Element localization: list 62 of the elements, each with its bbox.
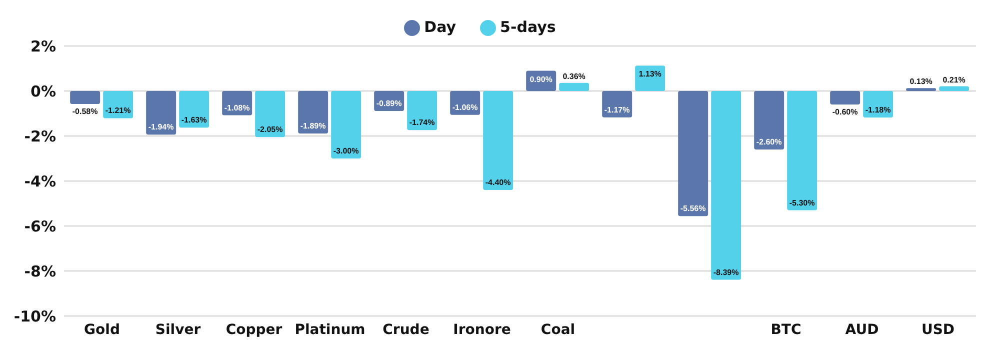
- bar: [103, 91, 134, 118]
- x-tick-label: Copper: [226, 322, 282, 338]
- data-label: -0.89%: [376, 99, 402, 108]
- x-tick-label: USD: [921, 322, 955, 338]
- data-label: -3.00%: [333, 146, 359, 156]
- bar: [255, 91, 286, 138]
- bar: [407, 91, 438, 130]
- y-tick-label: -8%: [24, 262, 56, 280]
- bar: [146, 91, 176, 135]
- data-label: -1.63%: [181, 116, 207, 125]
- data-label: -1.94%: [148, 122, 174, 132]
- y-tick-label: -2%: [24, 127, 56, 146]
- bar: [711, 91, 742, 280]
- x-tick-label: Coal: [540, 322, 576, 338]
- data-label: -4.40%: [485, 178, 511, 187]
- bar: [602, 91, 632, 118]
- data-label: -2.60%: [756, 138, 782, 146]
- x-tick-label: Platinum: [294, 322, 366, 338]
- bar: [179, 91, 210, 128]
- data-label: -1.08%: [224, 103, 250, 112]
- bar: [298, 91, 328, 134]
- x-tick-label: Silver: [155, 322, 201, 338]
- data-label: 0.21%: [942, 75, 966, 84]
- x-tick-label: AUD: [845, 322, 879, 338]
- bar: [787, 91, 818, 210]
- y-tick-label: 2%: [30, 37, 56, 56]
- data-label: -5.30%: [789, 198, 815, 208]
- y-tick-label: -6%: [24, 217, 56, 236]
- x-tick-label: Crude: [382, 322, 430, 338]
- data-label: 0.13%: [910, 77, 932, 86]
- data-label: -1.21%: [105, 106, 131, 116]
- bar: [483, 91, 514, 190]
- data-label: -1.89%: [300, 122, 326, 131]
- data-label: 1.13%: [638, 70, 662, 79]
- data-label: -0.60%: [832, 108, 858, 116]
- y-tick-label: -4%: [24, 172, 56, 190]
- data-label: 0.36%: [562, 72, 586, 81]
- bar: [559, 82, 590, 91]
- x-tick-label: Ironore: [453, 322, 511, 338]
- x-tick-label: Gold: [84, 322, 120, 338]
- data-label: -1.17%: [604, 105, 630, 114]
- data-label: -1.18%: [865, 106, 891, 115]
- bar: [939, 86, 970, 91]
- legend-label: 5-days: [500, 18, 556, 36]
- bar: [754, 91, 784, 150]
- bar: [830, 91, 860, 104]
- bar: [678, 91, 708, 216]
- bar: [70, 91, 100, 104]
- y-tick-label: -10%: [14, 307, 56, 326]
- y-tick-label: 0%: [30, 82, 56, 100]
- x-tick-label: BTC: [770, 322, 802, 338]
- bar: [635, 66, 666, 91]
- data-label: -1.74%: [409, 118, 435, 128]
- data-label: -5.56%: [680, 204, 706, 214]
- bar: [906, 88, 936, 91]
- legend-label: Day: [424, 18, 456, 36]
- data-label: -2.05%: [257, 125, 283, 134]
- data-label: -0.58%: [72, 107, 98, 116]
- bar: [331, 91, 362, 158]
- data-label: -1.06%: [452, 102, 478, 112]
- data-label: 0.90%: [530, 74, 552, 84]
- data-label: -8.39%: [713, 268, 739, 277]
